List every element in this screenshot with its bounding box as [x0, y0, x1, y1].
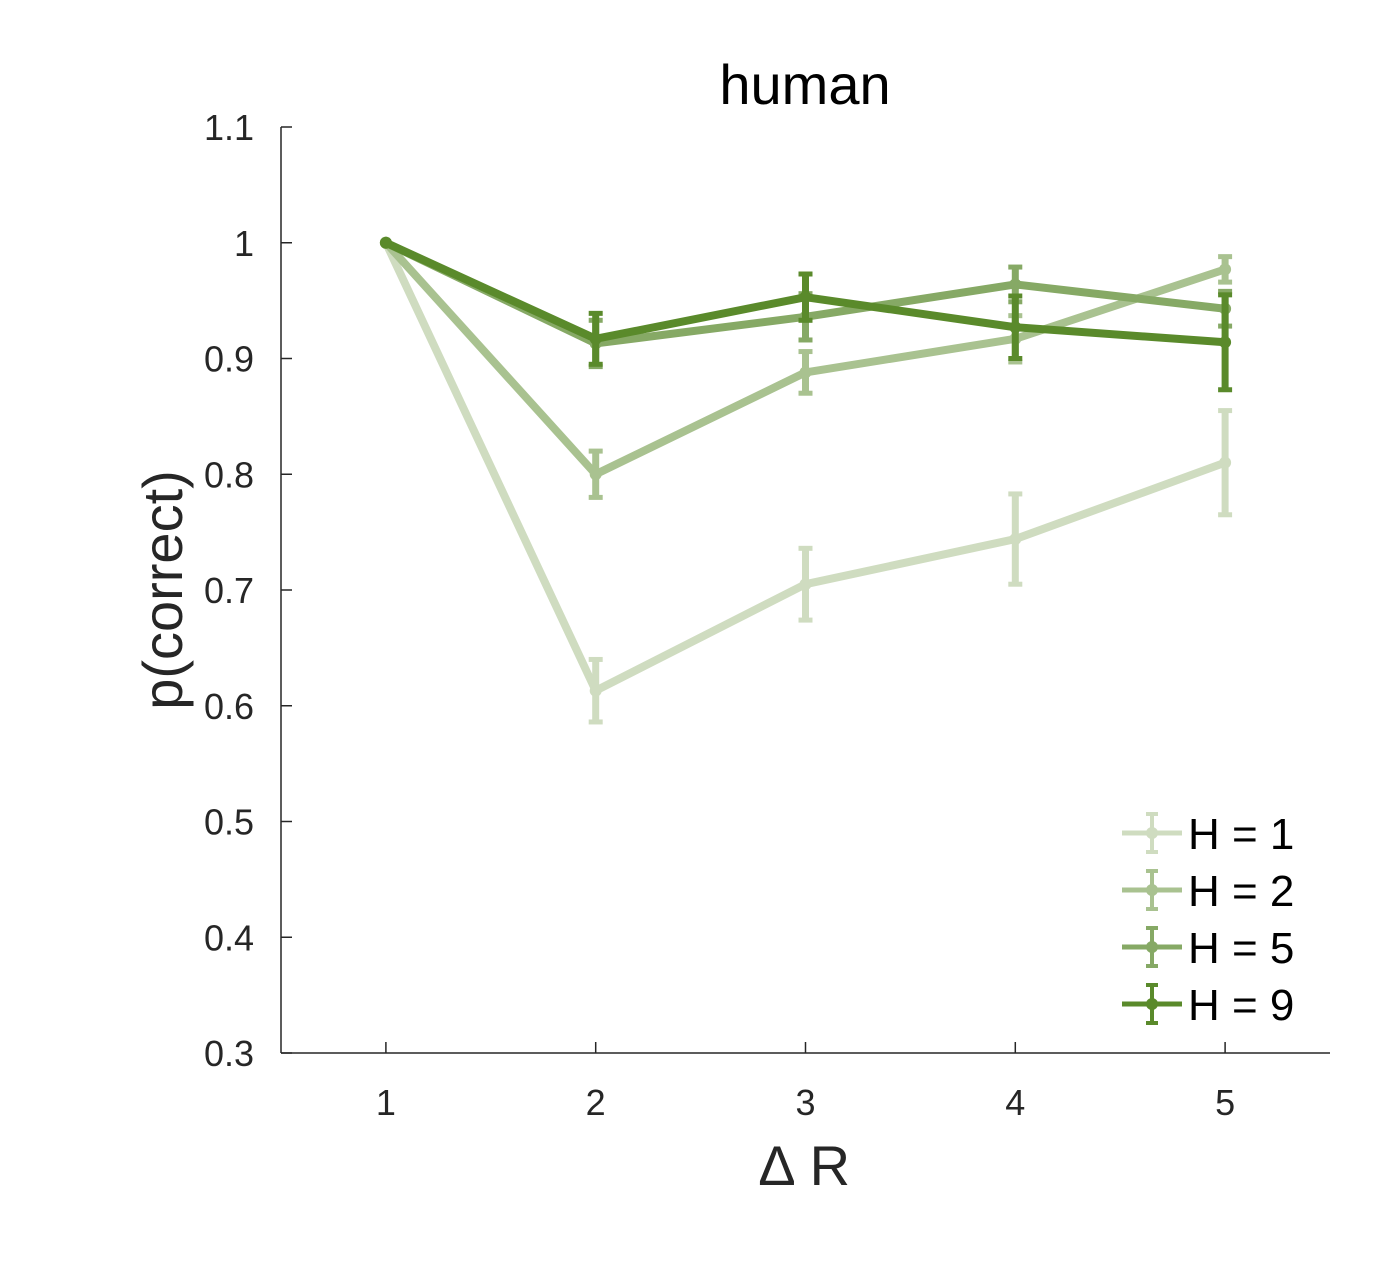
data-point — [799, 578, 812, 591]
y-tick-label: 0.6 — [204, 686, 254, 727]
legend-entry: H = 1 — [1122, 810, 1294, 859]
data-point — [1009, 533, 1022, 546]
x-tick-label: 2 — [586, 1082, 606, 1123]
y-tick-label: 1.1 — [204, 107, 254, 148]
y-tick-label: 0.8 — [204, 454, 254, 495]
legend: H = 1 H = 2 H = 5 H = 9 — [1122, 810, 1294, 1030]
series-layer — [379, 236, 1233, 725]
y-tick-label: 0.7 — [204, 570, 254, 611]
data-point — [1009, 278, 1022, 291]
legend-marker — [1146, 998, 1158, 1010]
y-tick-label: 0.4 — [204, 917, 254, 958]
x-tick-label: 5 — [1215, 1082, 1235, 1123]
y-tick-label: 0.5 — [204, 802, 254, 843]
data-point — [1009, 321, 1022, 334]
legend-marker — [1146, 884, 1158, 896]
legend-entry: H = 5 — [1122, 924, 1294, 973]
y-tick-label: 0.3 — [204, 1033, 254, 1074]
axes: 0.3 0.4 0.5 0.6 0.7 0.8 0.9 1 1.1 1 2 3 4 5 — [204, 107, 1330, 1123]
y-tick-label: 1 — [234, 223, 254, 264]
legend-label: H = 5 — [1188, 924, 1294, 973]
legend-entry: H = 9 — [1122, 981, 1294, 1030]
series-4 — [379, 236, 1233, 393]
x-tick-label: 3 — [795, 1082, 815, 1123]
data-point — [1219, 336, 1232, 349]
x-tick-label: 4 — [1005, 1082, 1025, 1123]
y-tick-label: 0.9 — [204, 339, 254, 380]
legend-marker — [1146, 941, 1158, 953]
data-point — [589, 332, 602, 345]
chart-title: human — [719, 53, 890, 116]
y-axis-label: p(correct) — [131, 470, 194, 710]
data-point — [799, 291, 812, 304]
data-point — [589, 684, 602, 697]
data-point — [1219, 263, 1232, 276]
x-axis-label: ∆ R — [760, 1134, 850, 1197]
data-point — [799, 366, 812, 379]
data-point — [1219, 456, 1232, 469]
legend-entry: H = 2 — [1122, 867, 1294, 916]
legend-label: H = 1 — [1188, 810, 1294, 859]
data-point — [589, 468, 602, 481]
legend-label: H = 9 — [1188, 981, 1294, 1030]
legend-marker — [1146, 827, 1158, 839]
legend-label: H = 2 — [1188, 867, 1294, 916]
x-tick-label: 1 — [376, 1082, 396, 1123]
data-point — [379, 236, 392, 249]
